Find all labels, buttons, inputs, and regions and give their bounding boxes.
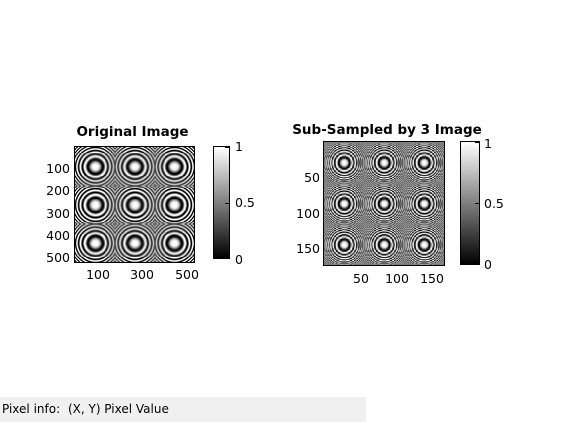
original-y-tick-200: 200 (46, 183, 70, 198)
original-image-title: Original Image (76, 124, 189, 140)
colorbar-tick-mark (475, 203, 479, 204)
colorbar-tick-mark (225, 203, 229, 204)
original-y-tick-500: 500 (46, 250, 70, 265)
original-image[interactable] (74, 146, 195, 263)
pixel-info-value: (X, Y) Pixel Value (67, 402, 169, 416)
pixel-info-status-bar: Pixel info: (X, Y) Pixel Value (0, 397, 366, 422)
original-x-tick-300: 300 (130, 267, 154, 282)
original-x-tick-500: 500 (175, 267, 199, 282)
colorbar-tick-mark (225, 147, 229, 148)
subsampled-colorbar[interactable] (460, 141, 480, 265)
subsampled-image[interactable] (323, 141, 445, 266)
subsampled-y-tick-150: 150 (296, 241, 320, 256)
original-y-tick-300: 300 (46, 206, 70, 221)
original-x-tick-100: 100 (86, 267, 110, 282)
pixel-info-label: Pixel info: (2, 402, 61, 416)
subsampled-image-title: Sub-Sampled by 3 Image (292, 122, 482, 138)
colorbar-tick-mark (225, 257, 229, 258)
colorbar-tick-mark (475, 142, 479, 143)
subsampled-colorbar-tick-0: 0 (484, 257, 492, 272)
original-colorbar-tick-0: 0 (235, 252, 243, 267)
subsampled-x-tick-150: 150 (420, 271, 444, 286)
subsampled-y-tick-100: 100 (296, 206, 320, 221)
original-y-tick-400: 400 (46, 228, 70, 243)
original-colorbar[interactable] (213, 146, 230, 259)
subsampled-y-tick-50: 50 (304, 170, 320, 185)
original-colorbar-tick-1: 1 (235, 139, 243, 154)
subsampled-x-tick-50: 50 (353, 271, 369, 286)
original-y-tick-100: 100 (46, 161, 70, 176)
colorbar-tick-mark (475, 263, 479, 264)
subsampled-colorbar-tick-0.5: 0.5 (484, 196, 504, 211)
original-colorbar-tick-0.5: 0.5 (235, 195, 255, 210)
subsampled-colorbar-tick-1: 1 (484, 136, 492, 151)
subsampled-x-tick-100: 100 (385, 271, 409, 286)
